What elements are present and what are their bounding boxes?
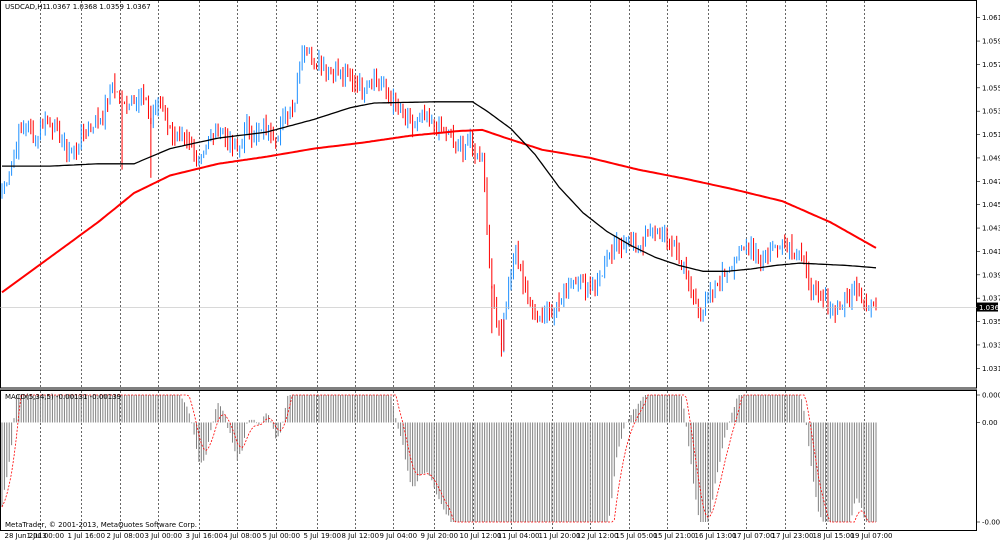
y-tick-label: 0.00045 — [982, 392, 1000, 400]
main-grid — [40, 1, 865, 388]
x-tick-label: 3 Jul 16:00 — [186, 532, 224, 540]
copyright-label: MetaTrader, © 2001-2013, MetaQuotes Soft… — [5, 521, 197, 529]
macd-title: MACD(5,34,5) -0.00131 -0.00139 — [5, 393, 121, 401]
main-chart-frame — [0, 0, 977, 389]
y-tick-label: 0.00 — [982, 419, 998, 427]
chart-symbol-label: USDCAD,H1 — [5, 3, 47, 11]
macd-signal-line — [1, 394, 876, 523]
y-tick-label: 1.0535 — [982, 108, 1000, 116]
y-tick-label: 1.0375 — [982, 295, 1000, 303]
price-axis: 1.0615 1.0595 1.0575 1.0555 1.0535 1.0515 1.04… — [976, 14, 1000, 373]
pane-separator — [0, 388, 977, 390]
x-tick-label: 18 Jul 15:00 — [813, 532, 855, 540]
y-tick-label: 1.0595 — [982, 38, 1000, 46]
macd-histogram — [1, 395, 877, 522]
x-tick-label: 11 Jul 20:00 — [539, 532, 581, 540]
current-price-label: 1.0367 — [979, 304, 1000, 312]
y-tick-label: 1.0355 — [982, 318, 1000, 326]
x-tick-label: 12 Jul 12:00 — [577, 532, 619, 540]
ma-fast-line — [2, 101, 877, 272]
x-tick-label: 19 Jul 07:00 — [851, 532, 893, 540]
x-tick-label: 15 Jul 21:00 — [654, 532, 696, 540]
candles — [1, 45, 877, 357]
current-price-marker: 1.0367 — [0, 302, 1000, 312]
y-tick-label: 1.0555 — [982, 84, 1000, 92]
y-tick-label: 1.0395 — [982, 271, 1000, 279]
y-tick-label: 1.0335 — [982, 341, 1000, 349]
x-tick-label: 10 Jul 12:00 — [460, 532, 502, 540]
x-tick-label: 4 Jul 08:00 — [224, 532, 262, 540]
y-tick-label: 1.0315 — [982, 365, 1000, 373]
x-tick-label: 16 Jul 13:00 — [695, 532, 737, 540]
x-tick-label: 11 Jul 04:00 — [498, 532, 540, 540]
y-tick-label: -0.00163 — [982, 519, 1000, 527]
macd-axis: 0.00045 0.00 -0.00163 — [976, 392, 1000, 527]
y-tick-label: 1.0615 — [982, 14, 1000, 22]
y-tick-label: 1.0495 — [982, 154, 1000, 162]
chart-ohlc-label: 1.0367 1.0368 1.0359 1.0367 — [46, 3, 151, 11]
x-tick-label: 1 Jul 16:00 — [68, 532, 106, 540]
x-tick-label: 3 Jul 00:00 — [145, 532, 183, 540]
x-tick-label: 9 Jul 04:00 — [380, 532, 418, 540]
x-tick-label: 5 Jul 19:00 — [304, 532, 342, 540]
macd-grid — [40, 391, 865, 530]
x-tick-label: 1 Jul 00:00 — [27, 532, 65, 540]
x-tick-label: 28 Jun 2013 — [5, 532, 47, 540]
x-tick-label: 17 Jul 23:00 — [772, 532, 814, 540]
x-tick-label: 15 Jul 05:00 — [616, 532, 658, 540]
moving-averages — [1, 101, 877, 294]
y-tick-label: 1.0455 — [982, 201, 1000, 209]
x-tick-label: 8 Jul 12:00 — [342, 532, 380, 540]
x-tick-label: 2 Jul 08:00 — [107, 532, 145, 540]
y-tick-label: 1.0415 — [982, 248, 1000, 256]
y-tick-label: 1.0575 — [982, 61, 1000, 69]
y-tick-label: 1.0435 — [982, 225, 1000, 233]
macd-frame — [0, 390, 977, 531]
y-tick-label: 1.0515 — [982, 131, 1000, 139]
x-tick-label: 5 Jul 00:00 — [263, 532, 301, 540]
x-tick-label: 9 Jul 20:00 — [421, 532, 459, 540]
y-tick-label: 1.0475 — [982, 178, 1000, 186]
macd-signal — [1, 394, 876, 523]
x-tick-label: 17 Jul 07:00 — [733, 532, 775, 540]
ma-slow-line — [1, 128, 877, 294]
